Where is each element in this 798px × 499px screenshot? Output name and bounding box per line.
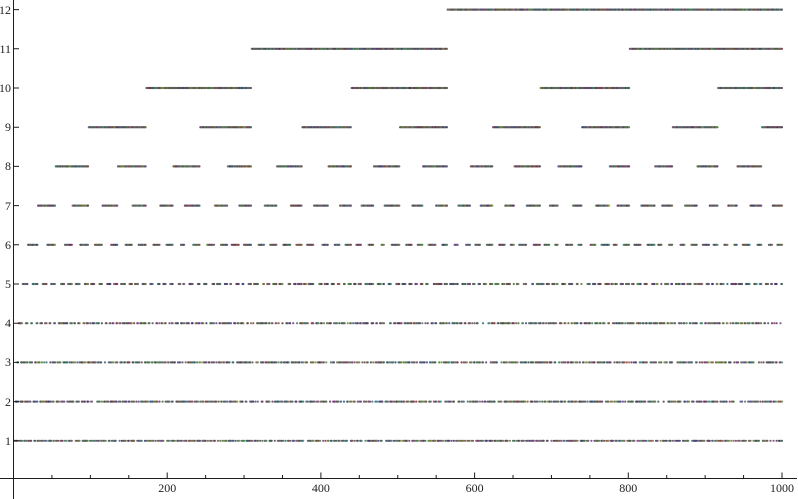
y-tick-label: 9	[5, 120, 11, 135]
x-tick-label: 400	[311, 481, 330, 495]
x-tick-label: 1000	[770, 481, 794, 495]
y-tick-label: 4	[5, 316, 11, 331]
y-tick-label: 3	[5, 355, 11, 370]
x-tick-label: 200	[158, 481, 177, 495]
y-tick-label: 11	[0, 41, 11, 56]
y-tick-label: 8	[5, 159, 11, 174]
y-tick-label: 7	[5, 198, 11, 213]
x-tick-label: 600	[465, 481, 484, 495]
y-tick-label: 10	[0, 81, 11, 95]
y-tick-label: 1	[5, 433, 11, 448]
y-tick-label: 6	[5, 237, 11, 252]
y-tick-label: 5	[5, 277, 11, 291]
y-tick-label: 2	[5, 394, 11, 409]
x-tick-label: 800	[619, 481, 638, 495]
y-tick-label: 12	[0, 2, 11, 17]
